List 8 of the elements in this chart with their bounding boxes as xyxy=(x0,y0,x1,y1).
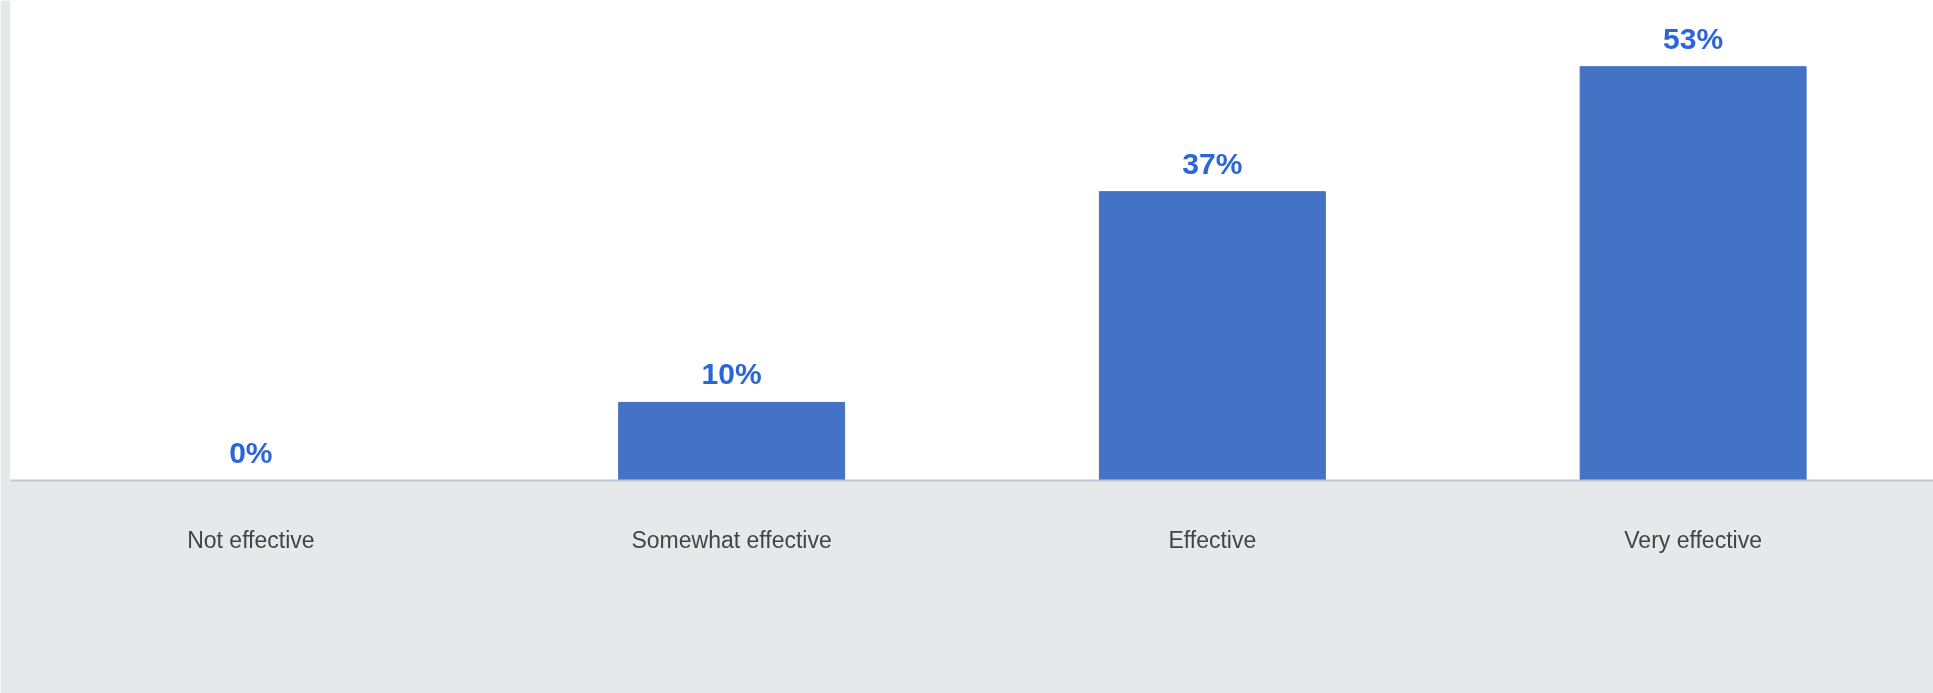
data-label: 37% xyxy=(1182,146,1243,180)
x-tick-label: Not effective xyxy=(187,526,315,553)
x-tick-label: Very effective xyxy=(1624,526,1762,553)
x-tick-label: Effective xyxy=(1168,526,1257,553)
data-label: 53% xyxy=(1663,21,1724,55)
x-tick-label: Somewhat effective xyxy=(631,526,832,553)
data-label: 10% xyxy=(701,357,762,391)
data-label: 0% xyxy=(229,435,273,469)
